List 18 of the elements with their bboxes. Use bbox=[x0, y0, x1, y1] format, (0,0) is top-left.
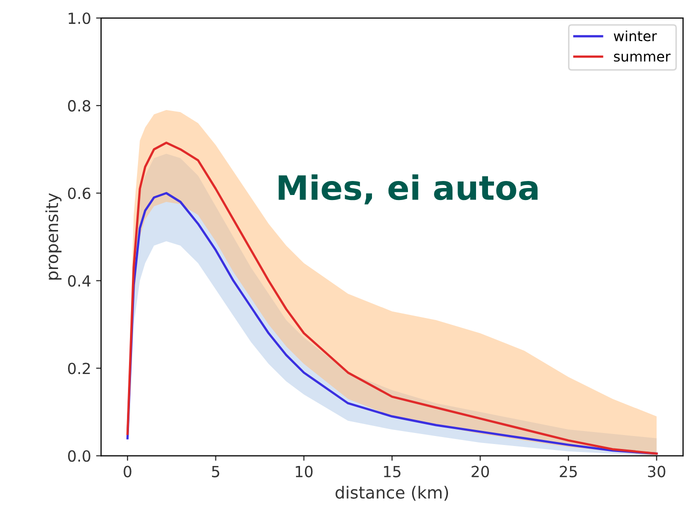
y-tick-label: 0.6 bbox=[68, 188, 90, 200]
y-tick-label: 1.0 bbox=[68, 12, 90, 24]
y-axis-title: propensity bbox=[45, 193, 62, 280]
x-tick-label: 15 bbox=[384, 466, 400, 478]
legend-label: winter bbox=[614, 30, 657, 42]
x-tick-label: 30 bbox=[648, 466, 666, 478]
y-tick-label: 0.8 bbox=[68, 100, 90, 112]
x-tick-label: 0 bbox=[124, 466, 132, 478]
y-tick-label: 0.0 bbox=[68, 450, 90, 462]
x-tick-label: 20 bbox=[472, 466, 489, 478]
x-tick-label: 25 bbox=[560, 466, 577, 478]
x-axis-title: distance (km) bbox=[336, 486, 448, 501]
text: Mies, ei autoa bbox=[278, 174, 538, 204]
legend-label: summer bbox=[614, 54, 671, 62]
x-tick-label: 10 bbox=[296, 466, 313, 478]
y-tick-label: 0.4 bbox=[68, 275, 90, 287]
y-tick-label: 0.2 bbox=[68, 362, 90, 374]
x-tick-label: 5 bbox=[212, 466, 220, 478]
